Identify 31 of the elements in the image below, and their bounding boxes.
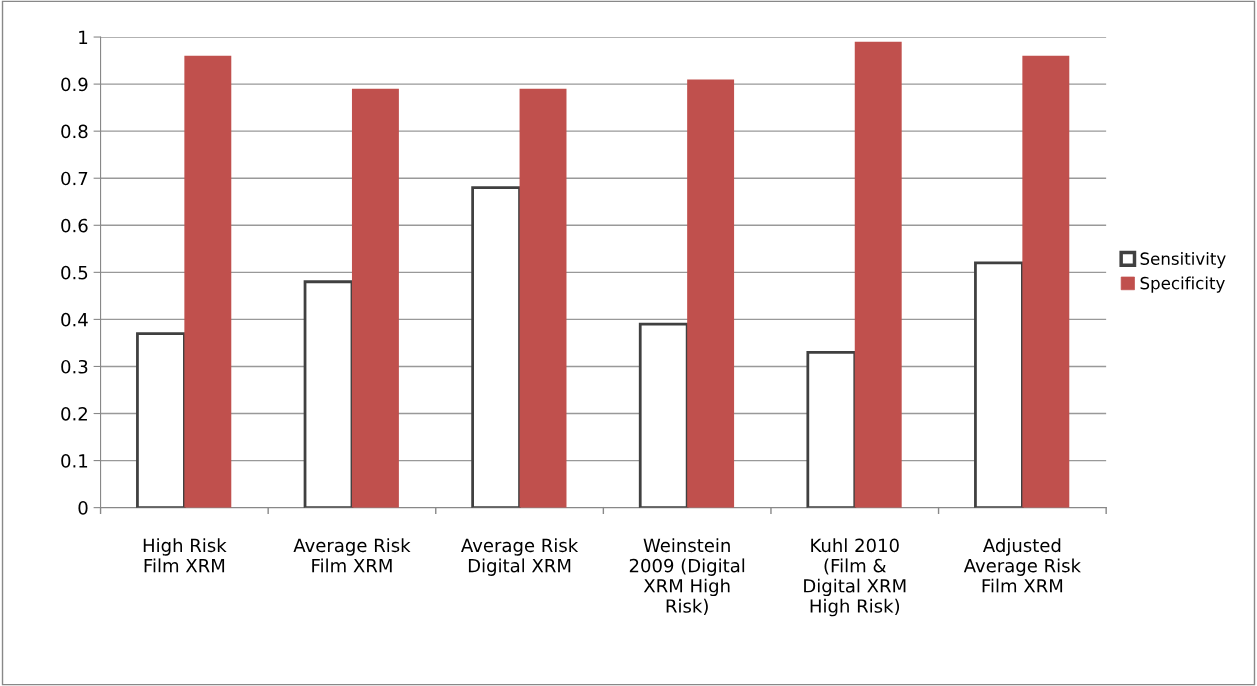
y-tick-label: 0.5 [61,265,88,280]
y-tick-label: 1 [79,30,88,44]
y-tick-label: 0.6 [61,218,88,233]
y-tick-label: 0.9 [61,77,88,92]
bar [974,261,1024,508]
y-tick-label: 0.7 [61,171,88,186]
bar [806,350,857,508]
bar [351,88,399,508]
x-tick-label: Average Risk Film XRM [293,538,411,573]
legend-label: Sensitivity [1140,252,1226,269]
x-tick-label: Average Risk Digital XRM [461,538,579,576]
bar [1022,55,1070,508]
y-tick-label: 0 [78,501,88,515]
bar [854,41,902,508]
bar [303,280,354,508]
bar [638,322,689,508]
y-tick-label: 0.1 [61,454,88,468]
bar [687,79,735,508]
x-tick-label: Adjusted Average Risk Film XRM [963,538,1081,593]
x-tick-label: High Risk Film XRM [143,538,227,573]
y-tick-label: 0.4 [61,312,88,327]
x-tick-label: Kuhl 2010 (Film & Digital XRM High Risk) [804,538,906,617]
y-tick-label: 0.3 [61,359,88,374]
bar [136,332,186,508]
legend-label: Specificity [1140,276,1225,293]
bar [184,55,232,508]
y-tick-label: 0.8 [61,124,88,139]
x-tick-label: Weinstein 2009 (Digital XRM High Risk) [629,538,745,615]
bar [519,88,567,508]
y-tick-label: 0.2 [61,406,87,421]
bar [471,186,521,508]
